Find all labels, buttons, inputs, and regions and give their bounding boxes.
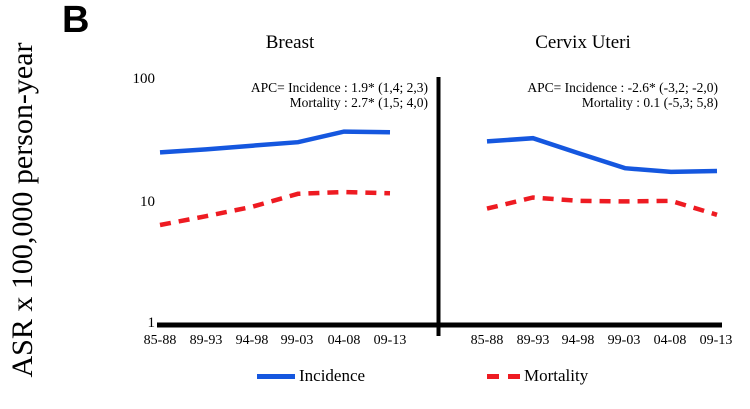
mortality-legend-label: Mortality <box>524 366 589 385</box>
x-tick-breast-3: 99-03 <box>280 333 314 348</box>
breast-mortality-line <box>159 189 391 228</box>
panel-letter-label: B <box>62 0 90 41</box>
x-tick-cervix-3: 99-03 <box>607 333 641 348</box>
apc-cervix-line2: Mortality : 0.1 (-5,3; 5,8) <box>581 95 718 110</box>
panel-title-breast: Breast <box>265 32 315 53</box>
x-tick-breast-2: 94-98 <box>235 333 269 348</box>
y-tick-10: 10 <box>140 194 155 210</box>
y-tick-1: 1 <box>147 315 156 331</box>
apc-annotation-cervix: APC= Incidence : -2.6* (-3,2; -2,0) Mort… <box>488 80 718 110</box>
mortality-legend-swatch <box>487 374 521 379</box>
y-tick-100: 100 <box>132 71 156 87</box>
x-tick-cervix-2: 94-98 <box>561 333 595 348</box>
apc-breast-line2: Mortality : 2.7* (1,5; 4,0) <box>289 95 428 110</box>
x-tick-cervix-0: 85-88 <box>470 333 504 348</box>
apc-cervix-line1: APC= Incidence : -2.6* (-3,2; -2,0) <box>527 80 718 95</box>
cervix-mortality-line <box>486 195 718 217</box>
incidence-legend-swatch <box>257 374 295 379</box>
apc-breast-line1: APC= Incidence : 1.9* (1,4; 2,3) <box>250 80 428 95</box>
x-tick-cervix-1: 89-93 <box>516 333 550 348</box>
x-tick-breast-1: 89-93 <box>189 333 223 348</box>
incidence-legend-label: Incidence <box>299 366 366 385</box>
x-tick-breast-0: 85-88 <box>143 333 177 348</box>
panel-title-cervix: Cervix Uteri <box>535 32 631 53</box>
y-axis-title: ASR x 100,000 person-year <box>6 42 39 378</box>
x-tick-cervix-4: 04-08 <box>653 333 687 348</box>
cervix-incidence-line <box>486 135 718 175</box>
x-tick-cervix-5: 09-13 <box>699 333 733 348</box>
x-tick-breast-5: 09-13 <box>373 333 407 348</box>
breast-incidence-line <box>159 129 391 155</box>
x-tick-breast-4: 04-08 <box>327 333 361 348</box>
apc-annotation-breast: APC= Incidence : 1.9* (1,4; 2,3) Mortali… <box>198 80 428 110</box>
